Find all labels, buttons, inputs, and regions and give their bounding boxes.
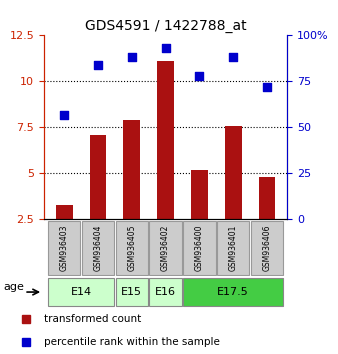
Text: percentile rank within the sample: percentile rank within the sample [44,337,220,348]
Title: GDS4591 / 1422788_at: GDS4591 / 1422788_at [85,19,246,33]
Text: GSM936403: GSM936403 [60,224,69,271]
Text: GSM936406: GSM936406 [263,224,271,271]
FancyBboxPatch shape [116,278,148,306]
Point [231,55,236,60]
Bar [56,205,73,266]
FancyBboxPatch shape [149,221,182,275]
Text: GSM936405: GSM936405 [127,224,136,271]
Text: GSM936404: GSM936404 [94,224,102,271]
Text: E15: E15 [121,287,142,297]
Bar [191,170,208,266]
Point [62,112,67,118]
FancyBboxPatch shape [82,221,114,275]
FancyBboxPatch shape [183,221,216,275]
Bar [157,61,174,266]
FancyBboxPatch shape [48,221,80,275]
Bar [123,120,140,266]
Point [197,73,202,79]
FancyBboxPatch shape [251,221,283,275]
Bar [225,126,242,266]
FancyBboxPatch shape [183,278,283,306]
Point [95,62,101,68]
Point [129,55,135,60]
Point [163,45,168,51]
FancyBboxPatch shape [48,278,114,306]
Text: transformed count: transformed count [44,314,142,325]
Text: E14: E14 [71,287,92,297]
FancyBboxPatch shape [149,278,182,306]
Bar [259,177,275,266]
Text: GSM936401: GSM936401 [229,224,238,271]
FancyBboxPatch shape [116,221,148,275]
Text: E17.5: E17.5 [217,287,249,297]
Bar [90,135,106,266]
Text: GSM936402: GSM936402 [161,224,170,271]
Point [264,84,270,90]
Text: age: age [3,282,24,292]
Text: E16: E16 [155,287,176,297]
Text: GSM936400: GSM936400 [195,224,204,271]
FancyBboxPatch shape [217,221,249,275]
